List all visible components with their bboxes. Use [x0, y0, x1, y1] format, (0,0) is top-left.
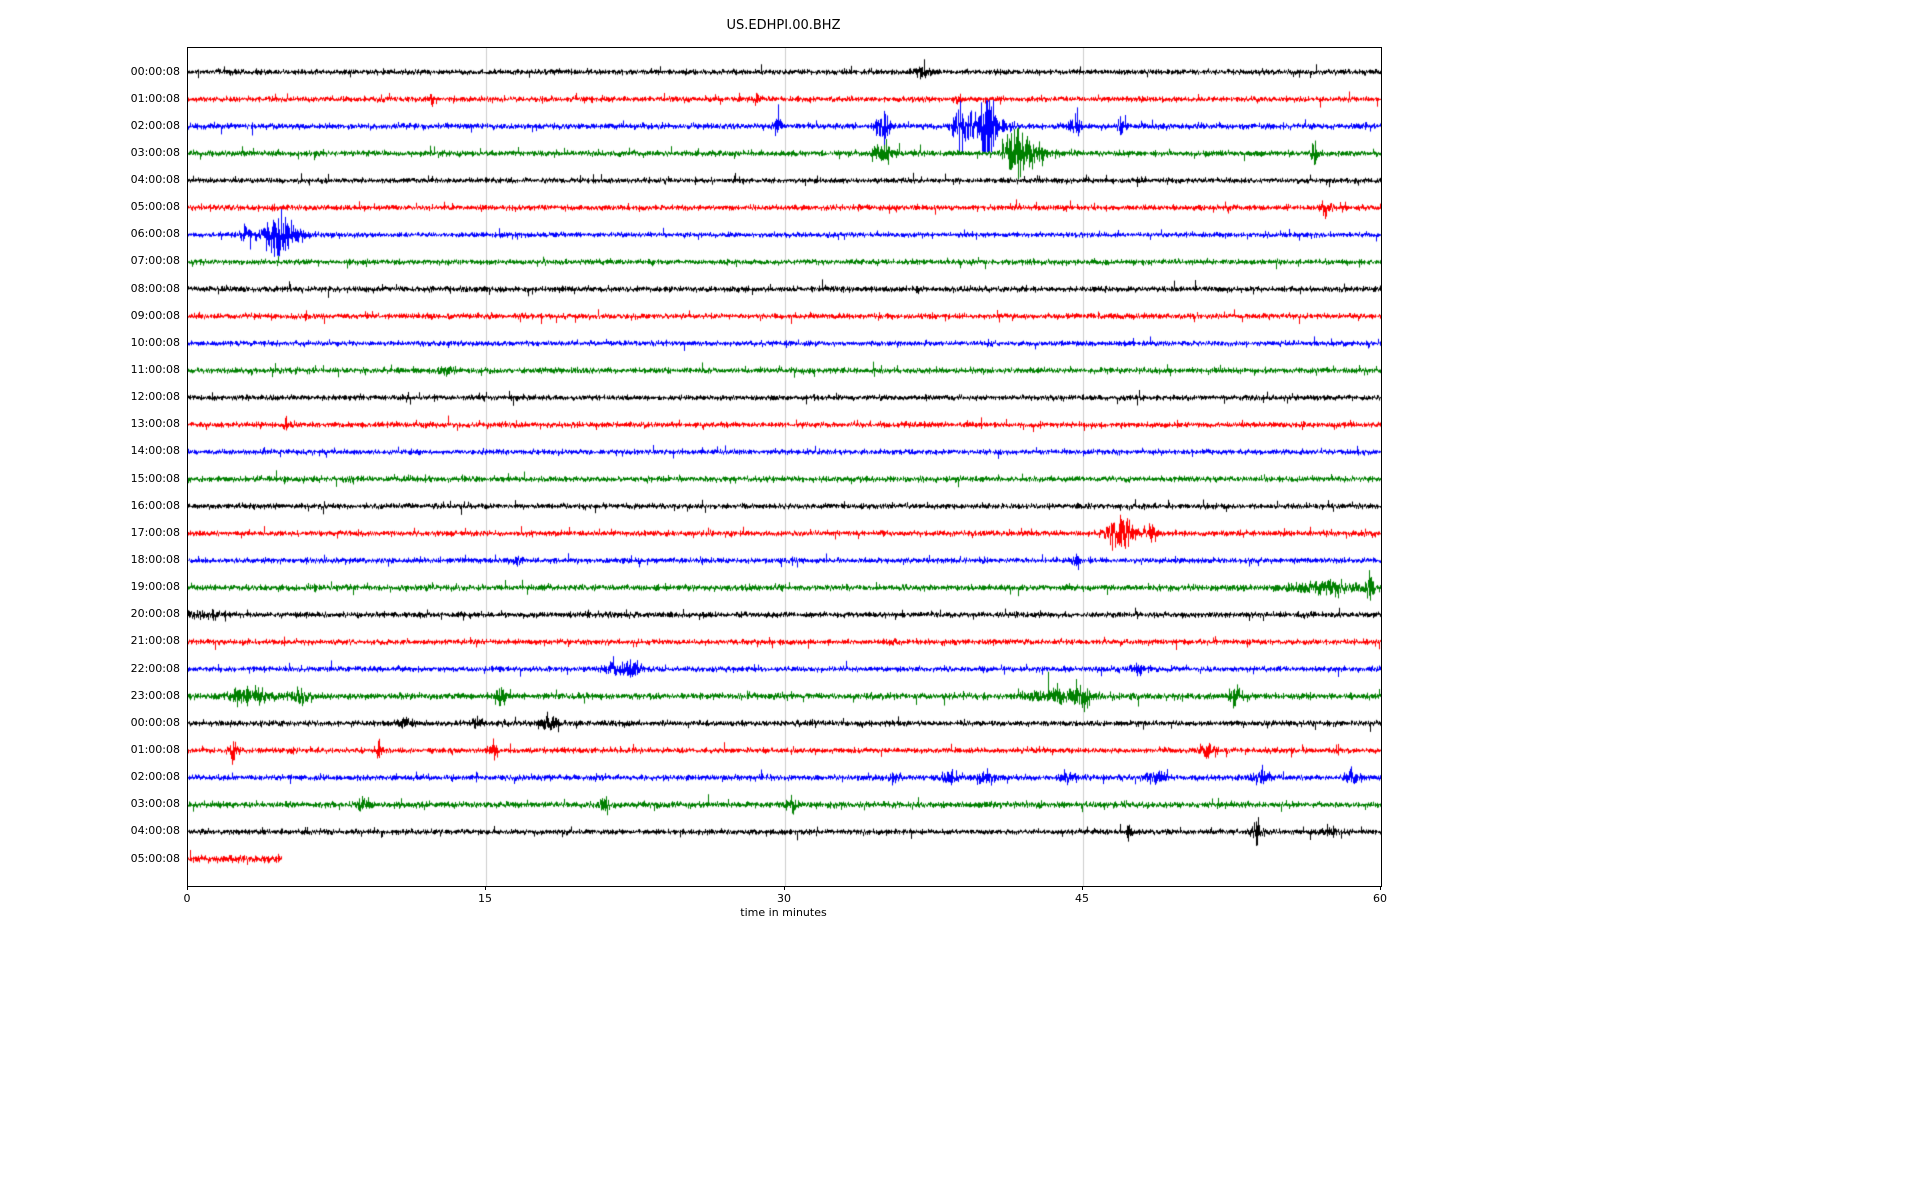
trace-row-label: 10:00:08: [130, 335, 180, 349]
trace-row-label: 03:00:08: [130, 797, 180, 811]
trace-row-label: 05:00:08: [130, 200, 180, 214]
trace-row-label: 00:00:08: [130, 715, 180, 729]
x-tick-label: 0: [183, 892, 191, 905]
x-tick-mark: [187, 886, 188, 890]
trace-row-label: 09:00:08: [130, 308, 180, 322]
trace-row-label: 17:00:08: [130, 525, 180, 539]
trace-row-label: 12:00:08: [130, 390, 180, 404]
x-tick-label: 30: [777, 892, 791, 905]
trace-row-label: 21:00:08: [130, 634, 180, 648]
trace-row-label: 04:00:08: [130, 824, 180, 838]
trace-row-label: 16:00:08: [130, 498, 180, 512]
trace-row-label: 03:00:08: [130, 145, 180, 159]
trace-row-label: 02:00:08: [130, 770, 180, 784]
trace-row-label: 15:00:08: [130, 471, 180, 485]
trace-row-label: 19:00:08: [130, 580, 180, 594]
x-tick-mark: [485, 886, 486, 890]
trace-row-label: 08:00:08: [130, 281, 180, 295]
plot-area: [187, 47, 1382, 887]
trace-row-label: 06:00:08: [130, 227, 180, 241]
x-tick-mark: [1082, 886, 1083, 890]
chart-title: US.EDHPI.00.BHZ: [726, 18, 841, 33]
trace-row-label: 01:00:08: [130, 743, 180, 756]
x-tick-label: 60: [1373, 892, 1387, 905]
trace-row-label: 00:00:08: [130, 64, 180, 78]
trace-row-label: 02:00:08: [130, 118, 180, 132]
trace-row-label: 04:00:08: [130, 173, 180, 187]
x-tick-mark: [784, 886, 785, 890]
trace-row-label: 01:00:08: [130, 91, 180, 105]
x-axis-label: time in minutes: [740, 906, 827, 919]
trace-row-label: 14:00:08: [130, 444, 180, 458]
seismogram-canvas: [188, 48, 1381, 886]
trace-row-label: 18:00:08: [130, 553, 180, 567]
x-tick-label: 45: [1075, 892, 1089, 905]
x-tick-mark: [1380, 886, 1381, 890]
trace-row-label: 11:00:08: [130, 363, 180, 377]
trace-row-label: 23:00:08: [130, 688, 180, 702]
x-tick-label: 15: [478, 892, 492, 905]
trace-row-label: 20:00:08: [130, 607, 180, 621]
trace-row-label: 22:00:08: [130, 661, 180, 675]
trace-row-label: 13:00:08: [130, 417, 180, 431]
trace-row-label: 07:00:08: [130, 254, 180, 268]
trace-row-label: 05:00:08: [130, 851, 180, 865]
